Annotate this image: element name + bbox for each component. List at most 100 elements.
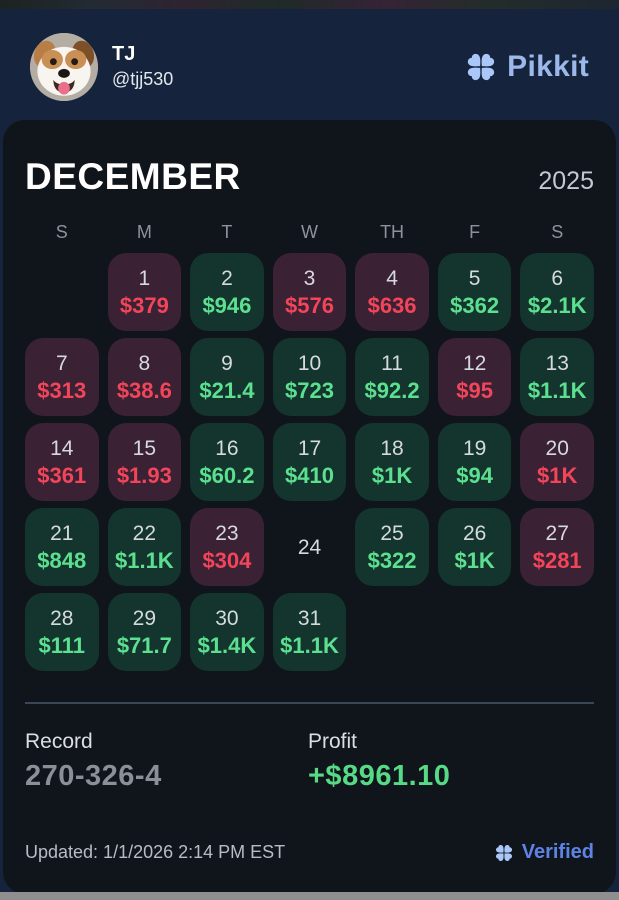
day-amount: $1K <box>537 462 578 488</box>
day-number: 28 <box>50 606 74 630</box>
day-number: 23 <box>215 521 239 545</box>
day-number: 9 <box>221 351 233 375</box>
user-names: TJ @tjj530 <box>112 43 173 90</box>
calendar-day-10[interactable]: 10 $723 <box>272 338 347 416</box>
calendar-card: DECEMBER 2025 S M T W TH F S 1 $379 2 $946 3 $576 4 $… <box>3 120 616 894</box>
profit-block: Profit +$8961.10 <box>308 730 450 793</box>
calendar-day-3[interactable]: 3 $576 <box>272 253 347 331</box>
day-amount: $636 <box>367 292 417 318</box>
day-amount: $111 <box>38 632 86 658</box>
verified-badge[interactable]: Verified <box>493 841 594 864</box>
weekday-header-2: T <box>221 222 233 242</box>
calendar-day-30[interactable]: 30 $1.4K <box>190 593 264 671</box>
calendar-day-20[interactable]: 20 $1K <box>520 423 594 501</box>
calendar-day-7[interactable]: 7 $313 <box>25 338 99 416</box>
day-number: 13 <box>545 351 569 375</box>
day-amount: $95 <box>456 377 493 403</box>
day-amount: $2.1K <box>527 292 587 318</box>
divider <box>25 702 594 704</box>
calendar-day-15[interactable]: 15 $1.93 <box>107 423 182 501</box>
verified-label: Verified <box>521 841 594 863</box>
calendar-day-18[interactable]: 18 $1K <box>355 423 429 501</box>
day-amount: $576 <box>285 292 334 318</box>
calendar-day-1[interactable]: 1 $379 <box>107 253 182 331</box>
background-blur-bottom <box>0 892 619 900</box>
calendar-day-23[interactable]: 23 $304 <box>190 508 264 586</box>
calendar-day-22[interactable]: 22 $1.1K <box>107 508 182 586</box>
day-amount: $946 <box>202 292 252 318</box>
day-amount: $362 <box>450 292 500 318</box>
pikkit-wordmark: Pikkit <box>507 49 589 83</box>
record-block: Record 270-326-4 <box>25 730 308 793</box>
calendar-day-24[interactable]: 24 <box>273 508 347 586</box>
profit-value: +$8961.10 <box>308 760 451 792</box>
weekday-header-0: S <box>55 222 68 242</box>
day-number: 10 <box>297 351 322 375</box>
day-number: 11 <box>381 351 403 375</box>
summary-section: Record 270-326-4 Profit +$8961.10 <box>25 730 594 793</box>
day-number: 27 <box>545 521 569 545</box>
day-number: 1 <box>138 266 151 290</box>
calendar-day-12[interactable]: 12 $95 <box>437 338 512 416</box>
verified-clover-icon <box>493 842 515 864</box>
weekday-header-3: W <box>300 222 318 242</box>
dog-avatar-image <box>30 32 98 101</box>
calendar-day-27[interactable]: 27 $281 <box>520 508 594 586</box>
updated-timestamp: Updated: 1/1/2026 2:14 PM EST <box>25 842 286 862</box>
day-amount: $60.2 <box>199 462 255 488</box>
calendar-day-9[interactable]: 9 $21.4 <box>190 338 264 416</box>
weekday-header-4: TH <box>380 222 405 242</box>
calendar-day-6[interactable]: 6 $2.1K <box>520 253 594 331</box>
day-number: 29 <box>132 606 157 630</box>
calendar-day-11[interactable]: 11 $92.2 <box>355 338 429 416</box>
profit-label: Profit <box>308 730 358 753</box>
calendar-day-2[interactable]: 2 $946 <box>190 253 264 331</box>
day-amount: $304 <box>202 547 252 573</box>
record-value: 270-326-4 <box>25 760 162 792</box>
day-amount: $1.1K <box>280 632 339 658</box>
day-amount: $281 <box>532 547 582 573</box>
day-amount: $92.2 <box>364 377 420 403</box>
card-footer: Updated: 1/1/2026 2:14 PM EST Verified <box>25 841 594 864</box>
day-number: 30 <box>215 606 239 630</box>
day-amount: $848 <box>37 547 87 573</box>
calendar-day-31[interactable]: 31 $1.1K <box>272 593 347 671</box>
calendar-day-5[interactable]: 5 $362 <box>437 253 512 331</box>
weekday-header-6: S <box>551 222 564 242</box>
calendar-day-16[interactable]: 16 $60.2 <box>190 423 264 501</box>
day-number: 16 <box>215 436 239 460</box>
calendar-day-21[interactable]: 21 $848 <box>25 508 99 586</box>
day-number: 7 <box>55 351 68 375</box>
day-number: 18 <box>380 436 404 460</box>
record-label: Record <box>25 730 93 753</box>
day-amount: $94 <box>456 462 493 488</box>
day-number: 4 <box>386 266 398 290</box>
calendar-day-4[interactable]: 4 $636 <box>355 253 429 331</box>
pikkit-logo[interactable]: Pikkit <box>463 49 589 85</box>
day-number: 5 <box>468 266 481 290</box>
calendar-day-19[interactable]: 19 $94 <box>437 423 512 501</box>
day-amount: $361 <box>37 462 87 488</box>
calendar-day-28[interactable]: 28 $111 <box>25 593 99 671</box>
calendar-day-26[interactable]: 26 $1K <box>437 508 512 586</box>
day-number: 20 <box>545 436 569 460</box>
background-blur-top <box>0 0 619 9</box>
day-number: 19 <box>462 436 487 460</box>
day-amount: $313 <box>37 377 87 403</box>
day-amount: $1.93 <box>116 462 172 488</box>
pikkit-clover-icon <box>463 49 499 85</box>
calendar-day-29[interactable]: 29 $71.7 <box>107 593 182 671</box>
day-number: 15 <box>132 436 157 460</box>
day-amount: $1.1K <box>114 547 174 573</box>
avatar[interactable] <box>30 32 98 101</box>
day-amount: $71.7 <box>116 632 172 658</box>
day-amount: $322 <box>367 547 417 573</box>
calendar-day-13[interactable]: 13 $1.1K <box>520 338 594 416</box>
calendar-day-17[interactable]: 17 $410 <box>272 423 347 501</box>
profile-header: TJ @tjj530 Pikkit <box>0 9 619 124</box>
calendar-day-25[interactable]: 25 $322 <box>355 508 429 586</box>
day-number: 31 <box>297 606 322 630</box>
calendar-day-8[interactable]: 8 $38.6 <box>107 338 182 416</box>
day-amount: $1.1K <box>527 377 587 403</box>
calendar-day-14[interactable]: 14 $361 <box>25 423 99 501</box>
